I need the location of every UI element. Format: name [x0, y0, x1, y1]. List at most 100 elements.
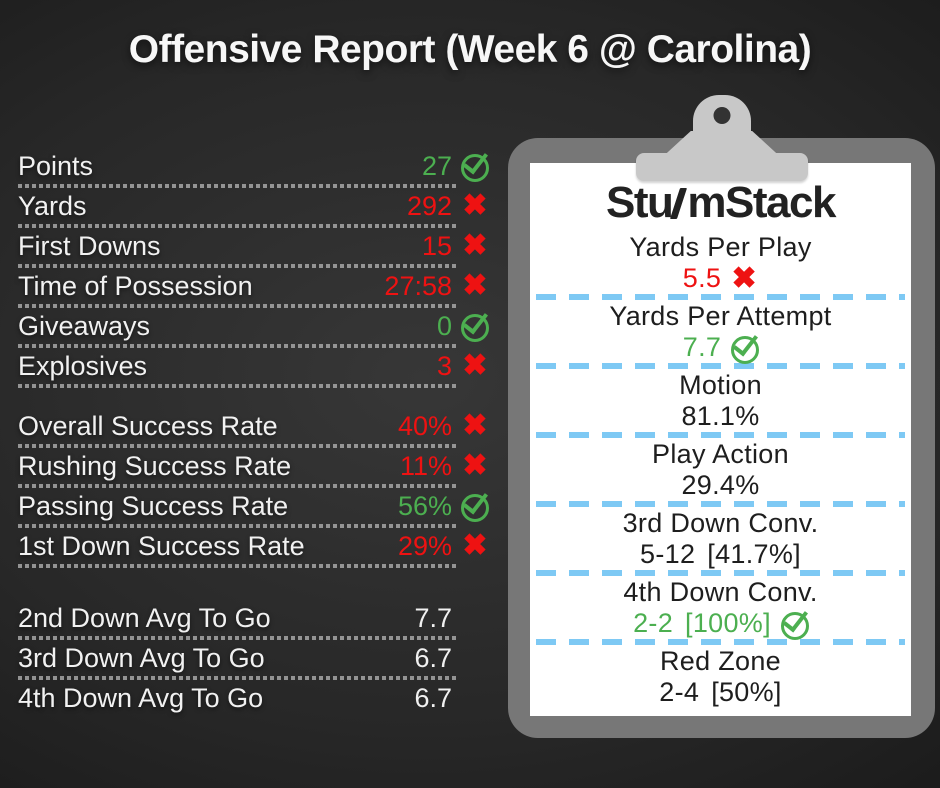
clipboard-row: Yards Per Attempt 7.7 [536, 300, 905, 364]
stat-label: Overall Success Rate [18, 410, 278, 441]
clipboard-bracket: [41.7%] [707, 538, 801, 569]
stat-label: 1st Down Success Rate [18, 530, 305, 561]
page-title: Offensive Report (Week 6 @ Carolina) [128, 28, 812, 71]
stat-row: Time of Possession 27:58 [18, 268, 490, 304]
x-icon [460, 531, 490, 561]
stat-label: Yards [18, 190, 87, 221]
dotted-divider [18, 224, 458, 228]
dashed-divider [536, 501, 905, 507]
stat-value: 27 [421, 150, 452, 181]
dashed-divider [536, 294, 905, 300]
stat-value: 15 [421, 230, 452, 261]
stat-value: 56% [397, 490, 452, 521]
stat-label: Explosives [18, 350, 148, 381]
clipboard-row-label: Play Action [652, 438, 789, 469]
clipboard-row-label: Yards Per Attempt [609, 300, 832, 331]
dotted-divider [18, 384, 458, 388]
clipboard-row: Red Zone 2-4 [50%] [536, 645, 905, 708]
clipboard-row: Play Action 29.4% [536, 438, 905, 501]
stat-row: Passing Success Rate 56% [18, 488, 490, 524]
stat-row: Overall Success Rate 40% [18, 408, 490, 444]
stat-row: Points 27 [18, 148, 490, 184]
dotted-divider [18, 264, 458, 268]
dotted-divider [18, 484, 458, 488]
stat-value: 29% [397, 530, 452, 561]
stat-value: 40% [397, 410, 452, 441]
stat-label: Points [18, 150, 94, 181]
clipboard-value: 7.7 [682, 331, 722, 362]
x-icon [730, 264, 758, 294]
stat-value: 6.7 [414, 682, 452, 713]
stat-row: 1st Down Success Rate 29% [18, 528, 490, 564]
clipboard-row-label: 3rd Down Conv. [622, 507, 819, 538]
dotted-divider [18, 676, 458, 680]
stat-label: Giveaways [18, 310, 151, 341]
clipboard-row: Yards Per Play 5.5 [536, 231, 905, 294]
stat-value: 292 [406, 190, 452, 221]
stats-section-success-rates: Overall Success Rate 40% Rushing Success… [18, 408, 490, 568]
clipboard-value: 2-2 [633, 607, 674, 638]
clipboard-bracket: [50%] [711, 676, 782, 707]
check-circle-icon [730, 333, 760, 364]
dashed-divider [536, 639, 905, 645]
dotted-divider [18, 524, 458, 528]
dotted-divider [18, 304, 458, 308]
stats-panel: Points 27 Yards 292 First Downs 15 Time … [18, 148, 490, 716]
clipboard-row-value-line: 2-4 [50%] [536, 677, 905, 708]
stat-label: 4th Down Avg To Go [18, 682, 264, 713]
stat-value: 11% [399, 450, 452, 481]
x-icon [460, 271, 490, 301]
clipboard-bracket: [100%] [685, 607, 771, 638]
dashed-divider [536, 363, 905, 369]
clipboard-row: 3rd Down Conv. 5-12 [41.7%] [536, 507, 905, 570]
clipboard-paper: Stu mStack Yards Per Play 5.5 Yards Per A… [530, 163, 911, 716]
clipboard-row-value-line: 5.5 [536, 263, 905, 294]
brand-logo: Stu mStack [536, 175, 905, 231]
stat-row: 2nd Down Avg To Go 7.7 [18, 600, 490, 636]
clipboard-row-label: Motion [679, 369, 762, 400]
stats-section-box-score: Points 27 Yards 292 First Downs 15 Time … [18, 148, 490, 388]
dotted-divider [18, 444, 458, 448]
clipboard-row-value-line: 2-2 [100%] [536, 607, 905, 640]
dashed-divider [536, 432, 905, 438]
clipboard-value: 81.1% [681, 400, 760, 431]
stat-label: Passing Success Rate [18, 490, 289, 521]
stat-label: Rushing Success Rate [18, 450, 292, 481]
stat-label: 3rd Down Avg To Go [18, 642, 265, 673]
clipboard-value: 5.5 [682, 262, 722, 293]
check-circle-icon [460, 311, 490, 342]
stats-section-avg-to-go: 2nd Down Avg To Go 7.7 3rd Down Avg To G… [18, 600, 490, 716]
x-icon [460, 451, 490, 481]
clip-bar [635, 153, 808, 181]
clipboard-value: 29.4% [681, 469, 760, 500]
stat-row: Explosives 3 [18, 348, 490, 384]
x-icon [460, 411, 490, 441]
x-icon [460, 191, 490, 221]
check-circle-icon [460, 151, 490, 182]
clipboard-row: Motion 81.1% [536, 369, 905, 432]
stat-row: Yards 292 [18, 188, 490, 224]
check-circle-icon [780, 609, 809, 640]
stat-row: 4th Down Avg To Go 6.7 [18, 680, 490, 716]
stat-row: Rushing Success Rate 11% [18, 448, 490, 484]
dotted-divider [18, 344, 458, 348]
clipboard-row-label: Red Zone [660, 645, 781, 676]
clipboard-row-value-line: 7.7 [536, 331, 905, 364]
clipboard-value: 5-12 [640, 538, 696, 569]
brand-text-left: Stu [606, 178, 674, 227]
stat-row: First Downs 15 [18, 228, 490, 264]
clipboard-row-value-line: 5-12 [41.7%] [536, 539, 905, 570]
clipboard-row: 4th Down Conv. 2-2 [100%] [536, 576, 905, 640]
clip-hole [713, 107, 730, 124]
stat-row: Giveaways 0 [18, 308, 490, 344]
stat-label: Time of Possession [18, 270, 253, 301]
x-icon [460, 351, 490, 381]
dotted-divider [18, 184, 458, 188]
clipboard-row-label: Yards Per Play [629, 231, 812, 262]
dotted-divider [18, 636, 458, 640]
stat-value: 0 [436, 310, 452, 341]
clipboard-row-value-line: 81.1% [536, 401, 905, 432]
brand-text-right: mStack [687, 178, 836, 227]
clipboard-row-value-line: 29.4% [536, 470, 905, 501]
stat-label: First Downs [18, 230, 161, 261]
